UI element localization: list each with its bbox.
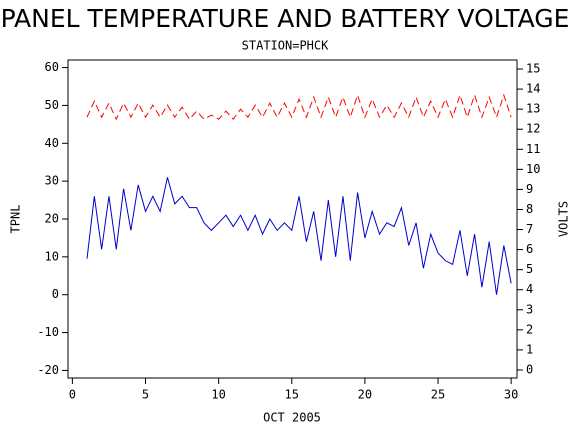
y2-tick-label: 0 bbox=[526, 362, 533, 376]
chart-title: PANEL TEMPERATURE AND BATTERY VOLTAGE bbox=[1, 4, 570, 33]
y2-tick-label: 11 bbox=[526, 142, 540, 156]
y2-tick-label: 12 bbox=[526, 122, 540, 136]
y-tick-label: 0 bbox=[52, 287, 59, 301]
x-tick-label: 5 bbox=[142, 388, 149, 402]
series-line bbox=[86, 93, 512, 121]
y-tick-label: 40 bbox=[45, 136, 59, 150]
y2-axis-label: VOLTS bbox=[557, 201, 570, 237]
y2-tick-label: 1 bbox=[526, 342, 533, 356]
y-tick-label: -20 bbox=[37, 363, 59, 377]
y-tick-label: -10 bbox=[37, 325, 59, 339]
y-tick-label: 50 bbox=[45, 98, 59, 112]
y2-tick-label: 7 bbox=[526, 222, 533, 236]
y-axis-label: TPNL bbox=[9, 205, 23, 234]
y-tick-label: 20 bbox=[45, 212, 59, 226]
series-line bbox=[86, 177, 512, 295]
y-tick-label: 60 bbox=[45, 60, 59, 74]
y2-tick-label: 14 bbox=[526, 82, 540, 96]
y2-tick-label: 2 bbox=[526, 322, 533, 336]
y2-tick-label: 13 bbox=[526, 102, 540, 116]
x-tick-label: 30 bbox=[504, 388, 518, 402]
x-tick-label: 15 bbox=[285, 388, 299, 402]
x-tick-label: 0 bbox=[69, 388, 76, 402]
x-tick-label: 10 bbox=[211, 388, 225, 402]
y-tick-label: 30 bbox=[45, 174, 59, 188]
y2-tick-label: 8 bbox=[526, 202, 533, 216]
x-tick-label: 20 bbox=[358, 388, 372, 402]
y2-tick-label: 6 bbox=[526, 242, 533, 256]
x-axis-label: OCT 2005 bbox=[263, 411, 321, 425]
chart-subtitle: STATION=PHCK bbox=[242, 39, 329, 53]
y-tick-label: 10 bbox=[45, 249, 59, 263]
y2-tick-label: 9 bbox=[526, 182, 533, 196]
y2-tick-label: 4 bbox=[526, 282, 533, 296]
y2-tick-label: 3 bbox=[526, 302, 533, 316]
y2-tick-label: 5 bbox=[526, 262, 533, 276]
x-tick-label: 25 bbox=[431, 388, 445, 402]
y2-tick-label: 10 bbox=[526, 162, 540, 176]
y2-tick-label: 15 bbox=[526, 62, 540, 76]
